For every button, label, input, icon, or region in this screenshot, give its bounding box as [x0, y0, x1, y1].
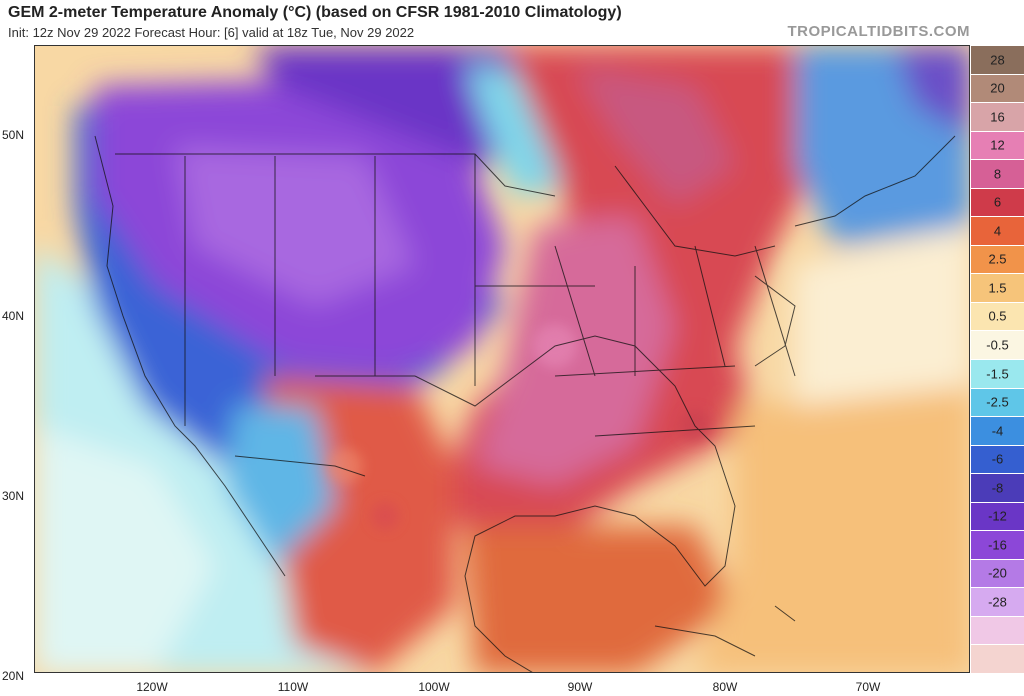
colorbar-label: 8: [993, 166, 1002, 182]
colorbar-label: -6: [991, 451, 1004, 467]
map-subtitle: Init: 12z Nov 29 2022 Forecast Hour: [6]…: [8, 25, 415, 40]
colorbar-label: -16: [988, 537, 1007, 553]
lat-label-30n: 30N: [2, 489, 25, 503]
colorbar-swatch: [971, 501, 1024, 531]
colorbar-label: 1.5: [988, 280, 1007, 296]
colorbar-swatch: [971, 387, 1024, 417]
colorbar-label: 2.5: [988, 251, 1007, 267]
colorbar-label: -20: [988, 565, 1007, 581]
colorbar-label: 16: [990, 109, 1005, 125]
colorbar-swatch: [971, 216, 1024, 245]
colorbar-swatch: [971, 473, 1024, 502]
colorbar-swatch: [971, 587, 1024, 616]
brand-watermark: TROPICALTIDBITS.COM: [787, 23, 970, 40]
colorbar-swatch: [971, 130, 1024, 160]
colorbar-label: -4: [991, 423, 1004, 439]
colorbar-swatch: [971, 159, 1024, 188]
lon-label-110w: 110W: [277, 680, 309, 694]
lat-label-40n: 40N: [2, 309, 25, 323]
colorbar-label: -0.5: [986, 337, 1009, 353]
lat-label-50n: 50N: [2, 128, 25, 142]
lon-label-120w: 120W: [136, 680, 168, 694]
colorbar-label: 6: [993, 194, 1002, 210]
anomaly-map: [34, 45, 970, 673]
colorbar-swatch: [971, 301, 1024, 331]
colorbar-swatch: [971, 359, 1024, 388]
colorbar-label: -2.5: [986, 394, 1009, 410]
map-canvas: [35, 46, 969, 672]
colorbar-legend: 28 20 16 12 8 6 4 2.5 1.5 0.5 -0.5 -1.5 -2.5 -4 -6 -8 -1…: [971, 45, 1024, 673]
colorbar-label: 4: [993, 223, 1002, 239]
colorbar-swatch: [971, 73, 1024, 103]
colorbar-label: 28: [990, 52, 1005, 68]
lon-label-70w: 70W: [855, 680, 881, 694]
colorbar-label: 20: [990, 80, 1005, 96]
colorbar-swatch: [971, 416, 1024, 445]
colorbar-swatch: [971, 187, 1024, 217]
colorbar-swatch: [971, 273, 1024, 302]
colorbar-label: -28: [988, 594, 1007, 610]
colorbar-label: -1.5: [986, 366, 1009, 382]
map-title: GEM 2-meter Temperature Anomaly (°C) (ba…: [8, 4, 622, 21]
colorbar-swatch: [971, 530, 1024, 559]
colorbar-swatch: [971, 615, 1024, 645]
colorbar-label: -8: [991, 480, 1004, 496]
colorbar-label: -12: [988, 508, 1007, 524]
lat-label-20n: 20N: [2, 669, 25, 683]
lon-label-100w: 100W: [418, 680, 450, 694]
colorbar-label: 12: [990, 137, 1005, 153]
colorbar-swatch: [971, 644, 1024, 673]
colorbar-swatch: [971, 558, 1024, 588]
colorbar-swatch: [971, 244, 1024, 274]
colorbar-swatch: [971, 102, 1024, 131]
colorbar-swatch: [971, 330, 1024, 359]
colorbar-label: 0.5: [988, 308, 1007, 324]
lon-label-90w: 90W: [567, 680, 593, 694]
colorbar-swatch: [971, 45, 1024, 74]
lon-label-80w: 80W: [712, 680, 738, 694]
colorbar-swatch: [971, 444, 1024, 474]
